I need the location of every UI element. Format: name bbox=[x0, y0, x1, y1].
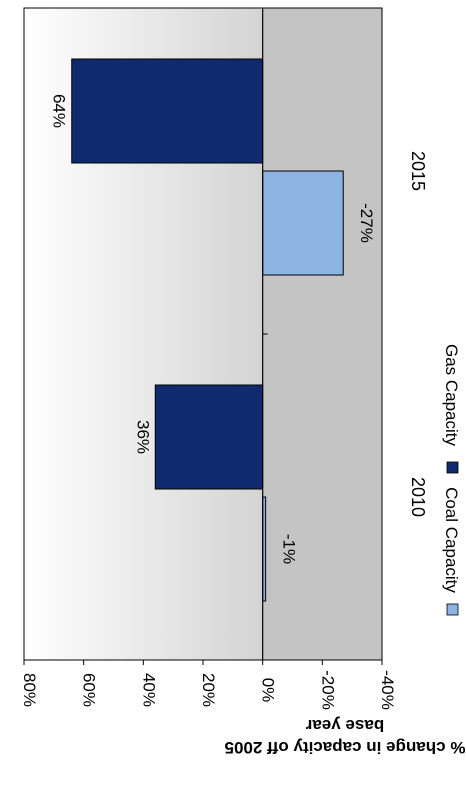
data-labels-group: -1% 36% -27% 64% bbox=[50, 94, 376, 564]
data-label-gas-capacity-2015: 64% bbox=[50, 94, 69, 128]
legend-label: Gas Capacity bbox=[442, 344, 461, 447]
axis-title-line2: base year bbox=[305, 716, 384, 735]
category-labels-group: 2010 2015 bbox=[408, 151, 428, 517]
data-label-coal-capacity-2015: -27% bbox=[357, 203, 376, 243]
data-label-coal-capacity-2010: -1% bbox=[280, 534, 299, 564]
value-tick-label: 0% bbox=[259, 678, 278, 703]
bar-gas-capacity-2015 bbox=[71, 58, 264, 164]
value-axis-title: % change in capacity off 2005 base year bbox=[225, 716, 466, 757]
legend-item-gas-capacity: Gas Capacity bbox=[442, 344, 461, 474]
bar-coal-capacity-2015 bbox=[262, 170, 344, 276]
legend-swatch bbox=[446, 461, 459, 474]
value-tick-label: 20% bbox=[199, 673, 218, 707]
legend-item-coal-capacity: Coal Capacity bbox=[442, 487, 461, 616]
legend: Coal Capacity Gas Capacity bbox=[442, 344, 461, 616]
value-tick-label: 80% bbox=[20, 673, 39, 707]
bar-gas-capacity-2010 bbox=[154, 384, 264, 490]
category-label-2010: 2010 bbox=[408, 477, 428, 517]
data-label-gas-capacity-2010: 36% bbox=[133, 420, 152, 454]
category-label-2015: 2015 bbox=[408, 151, 428, 191]
bars-group bbox=[71, 58, 344, 602]
axis-title-line1: % change in capacity off 2005 bbox=[225, 738, 466, 757]
legend-label: Coal Capacity bbox=[442, 487, 461, 593]
value-axis: 80% 60% 40% 20% 0% -20% -40% bbox=[20, 660, 397, 710]
legend-swatch bbox=[446, 603, 459, 616]
value-tick-label: 40% bbox=[139, 673, 158, 707]
negative-region-background bbox=[262, 8, 382, 660]
value-tick-label: -40% bbox=[378, 670, 397, 710]
value-tick-label: -20% bbox=[318, 670, 337, 710]
value-tick-label: 60% bbox=[80, 673, 99, 707]
